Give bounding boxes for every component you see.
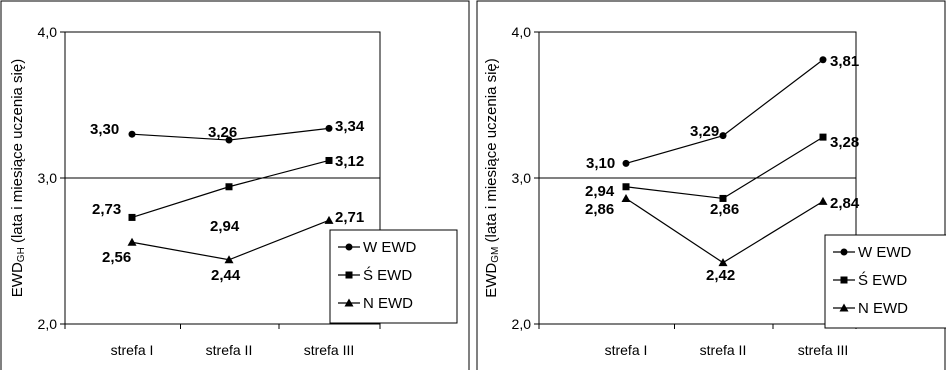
data-label: 2,56	[102, 249, 131, 266]
chart-area-frame	[0, 0, 470, 370]
y-tick-label: 4,0	[512, 24, 532, 40]
data-point-circle	[819, 56, 827, 64]
y-axis-title: EWDGM (lata i miesiące uczenia się)	[483, 58, 501, 298]
data-point-triangle	[818, 196, 828, 205]
y-axis-title-suffix: (lata i miesiące uczenia się)	[483, 58, 500, 246]
legend-entry-label: N EWD	[363, 295, 413, 312]
data-label: 3,81	[830, 53, 859, 70]
data-point-triangle	[621, 193, 631, 202]
chart-gh: 2,0 3,0 4,0 strefa I strefa II strefa III EWDG…	[0, 0, 470, 370]
legend-entry-label: Ś EWD	[363, 266, 412, 284]
legend-swatch-triangle	[344, 298, 354, 307]
data-label: 2,86	[585, 201, 614, 218]
chart-area-frame	[476, 0, 946, 370]
data-label: 2,94	[585, 183, 615, 200]
y-tick-label: 4,0	[38, 24, 58, 40]
legend-swatch-square	[840, 276, 848, 284]
y-tick-label: 3,0	[38, 170, 58, 186]
y-axis-title-prefix: EWD	[483, 263, 500, 298]
chart-gm: 2,0 3,0 4,0 strefa I strefa II strefa III EWDG…	[476, 0, 946, 370]
data-point-circle	[225, 136, 233, 144]
data-point-circle	[719, 132, 727, 140]
legend-swatch-square	[345, 271, 353, 279]
legend-entry-label: N EWD	[858, 300, 908, 317]
data-label: 3,34	[335, 118, 365, 135]
legend-entry-label: W EWD	[363, 239, 416, 256]
y-axis-title: EWDGH (lata i miesiące uczenia się)	[9, 59, 27, 297]
y-axis-title-prefix: EWD	[9, 262, 26, 297]
data-label: 2,71	[335, 209, 364, 226]
y-axis-title-subscript: GH	[16, 247, 27, 262]
x-category-label: strefa I	[111, 342, 154, 358]
data-point-square	[325, 156, 333, 164]
data-label: 3,28	[830, 134, 859, 151]
x-category-label: strefa III	[304, 342, 355, 358]
data-label: 2,86	[710, 201, 739, 218]
data-point-square	[819, 133, 827, 141]
data-label: 3,29	[690, 123, 719, 140]
series-line-circle	[625, 59, 824, 164]
data-label: 3,10	[586, 155, 615, 172]
series-line-square	[625, 136, 824, 200]
legend-entry-label: W EWD	[858, 244, 911, 261]
data-point-circle	[128, 130, 136, 138]
data-label: 2,42	[706, 267, 735, 284]
data-label: 2,94	[210, 218, 240, 235]
data-point-triangle	[324, 215, 334, 224]
legend-entry-label: Ś EWD	[858, 271, 907, 289]
data-point-triangle	[127, 237, 137, 246]
data-label: 3,12	[335, 153, 364, 170]
x-category-label: strefa I	[605, 342, 648, 358]
data-point-square	[622, 183, 630, 191]
x-category-label: strefa II	[700, 342, 747, 358]
data-label: 3,30	[90, 121, 119, 138]
data-point-triangle	[718, 258, 728, 267]
data-point-square	[128, 213, 136, 221]
data-point-square	[225, 183, 233, 191]
legend-swatch-circle	[345, 243, 353, 251]
y-tick-label: 3,0	[512, 170, 532, 186]
data-label: 2,44	[211, 267, 241, 284]
y-tick-label: 2,0	[512, 316, 532, 332]
data-point-circle	[325, 124, 333, 132]
x-category-label: strefa III	[798, 342, 849, 358]
data-point-triangle	[224, 255, 234, 264]
legend-swatch-circle	[840, 248, 848, 256]
data-point-circle	[622, 159, 630, 167]
data-label: 3,26	[208, 124, 237, 141]
y-axis-title-subscript: GM	[490, 247, 501, 263]
data-label: 2,84	[830, 195, 860, 212]
y-tick-label: 2,0	[38, 316, 58, 332]
legend-swatch-triangle	[839, 303, 849, 312]
x-category-label: strefa II	[206, 342, 253, 358]
y-axis-title-suffix: (lata i miesiące uczenia się)	[9, 59, 26, 247]
data-point-square	[719, 194, 727, 202]
data-label: 2,73	[92, 201, 121, 218]
